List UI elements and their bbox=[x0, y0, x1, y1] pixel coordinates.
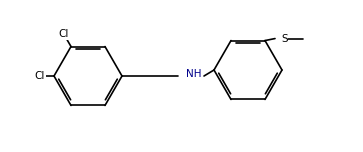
Text: Cl: Cl bbox=[59, 29, 69, 39]
Text: S: S bbox=[281, 34, 287, 44]
Text: Cl: Cl bbox=[35, 71, 45, 81]
Text: NH: NH bbox=[186, 69, 201, 79]
